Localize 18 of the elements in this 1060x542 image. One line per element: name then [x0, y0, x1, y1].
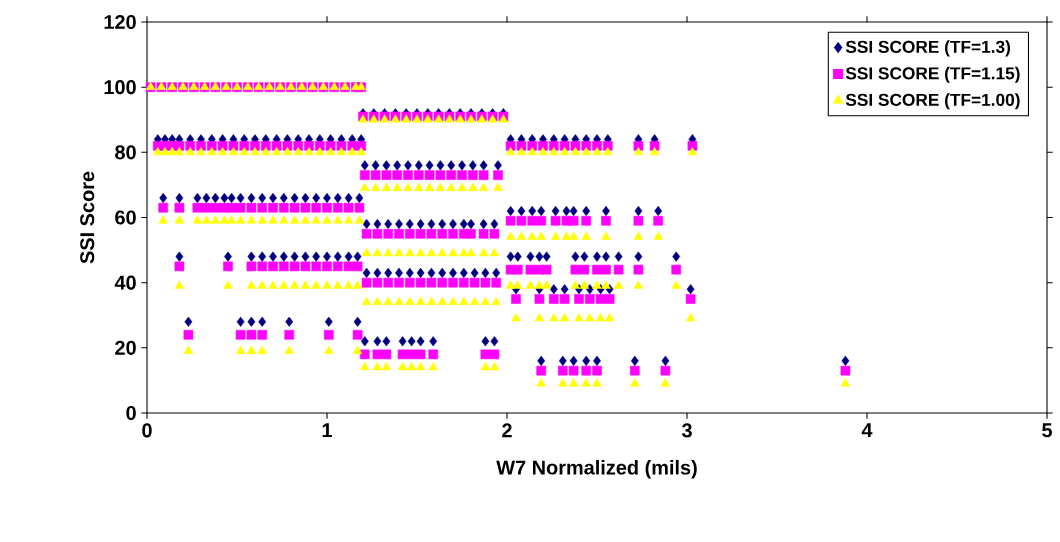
y-tick-label: 40 [114, 275, 136, 290]
x-tick-label: 2 [502, 423, 512, 438]
y-tick-label: 0 [126, 405, 136, 421]
legend-label: SSI SCORE (TF=1.00) [845, 93, 1020, 110]
x-tick-label: 5 [1042, 423, 1052, 438]
y-axis-title: SSI Score [80, 171, 95, 264]
x-tick-label: 1 [322, 423, 332, 438]
y-tick-label: 100 [104, 80, 136, 95]
x-tick-label: 0 [142, 423, 152, 438]
y-tick-label: 20 [115, 340, 136, 355]
legend-label: SSI SCORE (TF=1.15) [845, 66, 1020, 83]
x-axis-title: W7 Normalized (mils) [496, 459, 697, 479]
x-tick-label: 3 [681, 423, 692, 438]
x-tick-label: 4 [861, 423, 873, 438]
y-tick-label: 60 [115, 210, 136, 225]
legend-label: SSI SCORE (TF=1.3) [845, 40, 1011, 57]
y-tick-label: 120 [104, 14, 136, 30]
y-tick-label: 80 [115, 145, 136, 160]
